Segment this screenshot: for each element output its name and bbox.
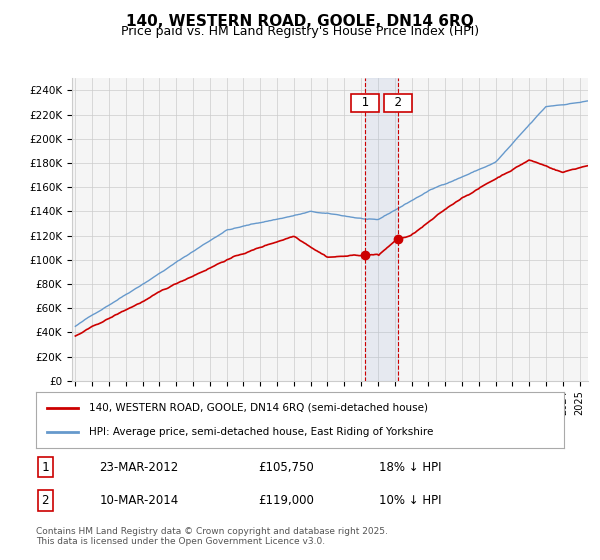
Text: 10% ↓ HPI: 10% ↓ HPI: [379, 494, 442, 507]
Text: HPI: Average price, semi-detached house, East Riding of Yorkshire: HPI: Average price, semi-detached house,…: [89, 427, 433, 437]
Text: £119,000: £119,000: [258, 494, 314, 507]
Text: 23-MAR-2012: 23-MAR-2012: [100, 460, 179, 474]
Text: Contains HM Land Registry data © Crown copyright and database right 2025.
This d: Contains HM Land Registry data © Crown c…: [36, 526, 388, 546]
Text: 2: 2: [386, 96, 409, 109]
Text: 1: 1: [41, 460, 49, 474]
Bar: [365, 78, 398, 381]
Text: 140, WESTERN ROAD, GOOLE, DN14 6RQ (semi-detached house): 140, WESTERN ROAD, GOOLE, DN14 6RQ (semi…: [89, 403, 428, 413]
Text: 1: 1: [353, 96, 376, 109]
Text: 2: 2: [41, 494, 49, 507]
Text: 10-MAR-2014: 10-MAR-2014: [100, 494, 179, 507]
Text: £105,750: £105,750: [258, 460, 314, 474]
Text: 18% ↓ HPI: 18% ↓ HPI: [379, 460, 442, 474]
Text: 140, WESTERN ROAD, GOOLE, DN14 6RQ: 140, WESTERN ROAD, GOOLE, DN14 6RQ: [126, 14, 474, 29]
Text: Price paid vs. HM Land Registry's House Price Index (HPI): Price paid vs. HM Land Registry's House …: [121, 25, 479, 38]
